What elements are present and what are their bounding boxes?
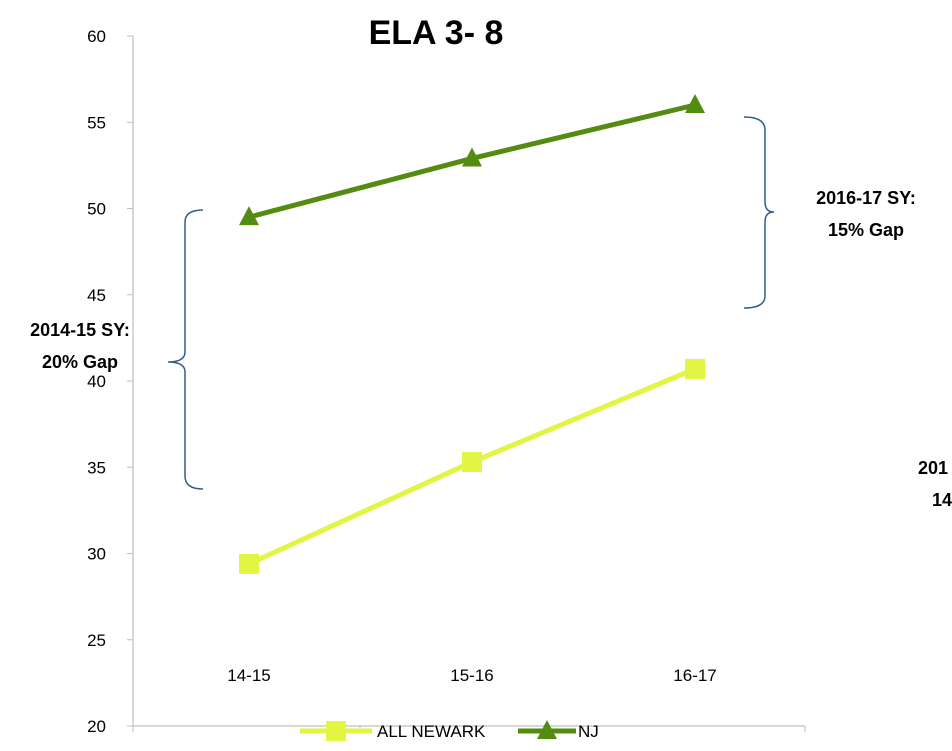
annotation-label-line2: 15% Gap	[828, 220, 904, 240]
annotation-label-line1: 2016-17 SY:	[816, 188, 916, 208]
y-tick-label: 45	[87, 286, 106, 305]
chart-title: ELA 3- 8	[369, 14, 504, 52]
y-tick-label: 40	[87, 372, 106, 391]
series-1	[239, 358, 705, 574]
y-tick-label: 50	[87, 200, 106, 219]
annotation-label-line2: 20% Gap	[42, 352, 118, 372]
x-tick-label: 16-17	[673, 666, 716, 685]
y-tick-label: 55	[87, 113, 106, 132]
y-axis-ticks: 20 25 30 35 40 45 50 55 60	[87, 27, 133, 736]
y-tick-label: 25	[87, 631, 106, 650]
annotation-label-line1: 2014-15 SY:	[30, 320, 130, 340]
x-tick-label: 15-16	[450, 666, 493, 685]
annotation-label-line1: 201	[918, 458, 948, 478]
gap-bracket-left	[167, 209, 204, 490]
data-point	[685, 358, 705, 379]
legend: ALL NEWARK NJ	[300, 720, 599, 741]
legend-marker	[326, 721, 346, 741]
chart-axes	[132, 36, 805, 727]
y-tick-label: 30	[87, 545, 106, 564]
y-tick-label: 60	[87, 27, 106, 46]
annotations: 2014-15 SY: 20% Gap 2016-17 SY: 15% Gap 201 1…	[30, 116, 952, 510]
series-2	[239, 94, 705, 226]
legend-label: ALL NEWARK	[377, 722, 486, 741]
data-point	[685, 94, 705, 113]
y-tick-label: 35	[87, 458, 106, 477]
data-point	[462, 452, 482, 473]
legend-marker	[537, 720, 557, 739]
series-layer	[239, 94, 705, 574]
legend-item: ALL NEWARK	[300, 721, 486, 741]
data-point	[239, 553, 259, 574]
data-point	[239, 206, 259, 226]
y-tick-label: 20	[87, 717, 106, 736]
gap-bracket-right	[743, 116, 775, 309]
annotation-label-line2: 14	[932, 490, 952, 510]
data-point	[462, 147, 482, 167]
legend-item: NJ	[518, 720, 599, 741]
x-tick-label: 14-15	[227, 666, 270, 685]
legend-label: NJ	[578, 722, 599, 741]
